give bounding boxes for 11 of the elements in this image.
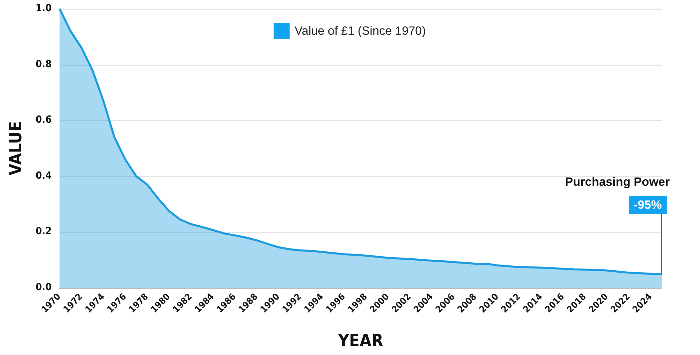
y-tick-label: 0.2 [36,226,52,238]
y-tick-label: 0.4 [36,170,52,182]
x-axis-title: YEAR [337,332,384,352]
y-tick-label: 0.0 [36,282,52,294]
y-tick-label: 0.8 [36,59,52,70]
y-tick-label: 0.6 [36,115,52,126]
y-axis-title: VALUE [6,121,26,176]
annotation: -95% [634,198,662,212]
y-tick-label: 1.0 [36,4,52,14]
annotation: Purchasing Power [565,175,670,190]
legend-label: Value of £1 (Since 1970) [294,24,426,38]
